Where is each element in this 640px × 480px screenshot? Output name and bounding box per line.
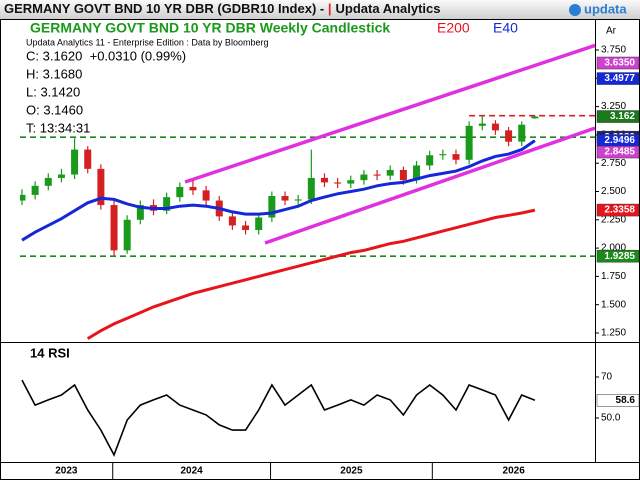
legend-entry: E40 [493,20,518,36]
value-box [596,394,640,407]
candle-body [110,205,118,251]
x-tick-label: 2023 [55,466,78,477]
candle-body [531,116,539,119]
readout: H: 3.1680 [26,66,82,81]
candle-body [373,174,381,176]
y-tick-label: 1.750 [601,271,626,282]
subtitle: Updata Analytics 11 - Enterprise Edition… [26,37,268,47]
candle-body [189,186,197,191]
trendline [184,43,596,184]
y-tick-label: 2.750 [601,158,626,169]
candle-body [123,219,131,251]
candle-body [439,154,447,156]
readout: L: 3.1420 [26,84,80,99]
line-series [21,379,536,457]
candle-body [97,168,105,206]
candle-body [307,177,315,200]
candle-body [57,174,65,178]
x-tick-label: 2025 [340,466,363,477]
x-tick-label: 2024 [181,466,204,477]
candle-body [281,196,289,201]
candle-body [426,155,434,166]
title-brand: Updata Analytics [336,1,441,16]
readout: O: 3.1460 [26,102,83,117]
candle-body [20,194,26,201]
value-box-label: 3.162 [610,111,635,122]
title-separator: | [328,1,332,16]
legend-entry: E200 [437,20,470,36]
candle-body [71,149,79,175]
value-box [596,110,640,123]
frame [0,19,640,480]
candle-body [84,149,92,169]
candle-body [320,177,328,183]
y-tick-label: 3.750 [601,45,626,56]
candle-body [268,196,276,218]
plot: 1.2501.5001.7502.0002.2502.5002.7503.000… [20,20,640,480]
candle-body [242,225,250,230]
candle-body [334,182,342,184]
y-tick-label: 2.000 [601,243,626,254]
axis-corner: Ar [606,26,617,37]
value-box-label: 2.9496 [604,135,635,146]
y-tick-label: 70 [601,372,613,383]
candle-body [518,124,526,142]
candle-body [465,125,473,160]
readout: T: 13:34:31 [26,120,90,135]
y-tick-label: 1.250 [601,328,626,339]
y-tick-label: 1.500 [601,299,626,310]
pane-title: 14 RSI [30,345,70,360]
value-box [596,145,640,159]
ema-lines [21,139,536,340]
line-series [21,139,536,242]
title-text: GERMANY GOVT BND 10 YR DBR (GDBR10 Index… [4,1,328,16]
candle-body [413,165,421,181]
candle-body [294,199,302,201]
y-tick-label: 2.500 [601,186,626,197]
value-box-label: 2.3358 [604,205,635,216]
x-tick-label: 2026 [503,466,526,477]
value-box-label: 58.6 [616,395,636,406]
value-box [596,249,640,263]
candle-body [505,130,513,142]
value-box [596,203,640,217]
logo: updata [584,1,627,16]
logo-icon [569,4,581,16]
candle-body [163,197,171,211]
candle-body [228,216,236,226]
candle-body [202,190,210,201]
value-box [596,72,640,85]
candle-body [491,123,499,131]
window-title: GERMANY GOVT BND 10 YR DBR (GDBR10 Index… [4,1,441,16]
title-bar [0,0,640,19]
candle-body [176,186,184,198]
y-tick-label: 2.250 [601,214,626,225]
value-box-label: 3.6350 [604,58,635,69]
line-series [86,208,536,340]
y-tick-label: 50.0 [601,413,621,424]
candle-body [452,154,460,160]
value-box-label: 1.9285 [604,251,635,262]
candle-body [347,180,355,184]
candle-body [255,217,263,230]
candle-body [360,174,368,181]
candle-body [386,169,394,176]
candle-body [136,205,144,220]
candle-body [478,123,486,126]
chart-title: GERMANY GOVT BND 10 YR DBR Weekly Candle… [30,20,390,36]
candle-body [44,177,52,186]
value-box-label: 2.8485 [604,147,635,158]
candle-body [399,169,407,181]
trendline [264,126,596,245]
value-box [596,56,640,70]
y-tick-label: 3.250 [601,101,626,112]
candle-body [31,185,39,195]
value-box-label: 3.4977 [604,73,635,84]
readout: C: 3.1620 +0.0310 (0.99%) [26,48,186,63]
